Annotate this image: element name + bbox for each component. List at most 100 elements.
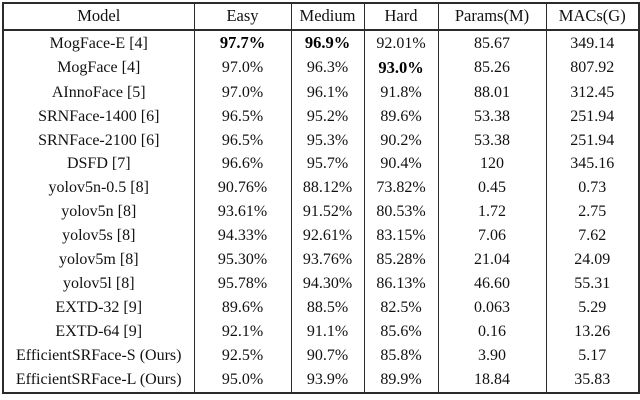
cell-medium: 88.5% xyxy=(290,295,364,320)
cell-hard: 85.28% xyxy=(363,248,438,272)
table-header: Model Easy Medium Hard Params(M) MACs(G) xyxy=(3,3,639,31)
cell-params_m: 53.38 xyxy=(437,104,546,129)
table-row: yolov5n-0.5 [8] 90.76% 88.12% 73.82% 0.45 0.7… xyxy=(3,176,639,201)
cell-model: DSFD [7] xyxy=(66,155,131,173)
cell-easy: 94.33% xyxy=(193,224,291,249)
cell-hard: 89.6% xyxy=(363,104,438,129)
table-row: yolov5m [8] 95.30% 93.76% 85.28% 21.04 24.09 xyxy=(3,248,639,272)
column-header-macs: MACs(G) xyxy=(545,3,639,31)
cell-macs_g: 24.09 xyxy=(545,248,639,272)
cell-model: MogFace [4] xyxy=(57,59,141,77)
cell-params_m: 88.01 xyxy=(437,80,546,105)
cell-hard: 86.13% xyxy=(363,271,438,296)
cell-params_m: 0.45 xyxy=(437,176,546,201)
table-row: EXTD-32 [9] 89.6% 88.5% 82.5% 0.063 5.29 xyxy=(3,295,639,320)
table-row: SRNFace-1400 [6] 96.5% 95.2% 89.6% 53.38 251.… xyxy=(3,104,639,129)
cell-easy: 97.0% xyxy=(193,80,291,105)
table-row: EfficientSRFace-S (Ours) 92.5% 90.7% 85.8% 3… xyxy=(3,343,639,368)
cell-macs_g: 7.62 xyxy=(545,224,639,249)
cell-params_m: 85.26 xyxy=(437,56,546,81)
cell-model: EXTD-32 [9] xyxy=(55,298,143,316)
cell-easy: 95.30% xyxy=(193,248,291,272)
cell-easy: 97.7% xyxy=(193,30,291,57)
column-header-params: Params(M) xyxy=(437,3,546,31)
table-row: EXTD-64 [9] 92.1% 91.1% 85.6% 0.16 13.26 xyxy=(3,319,639,344)
table-row: EfficientSRFace-L (Ours) 95.0% 93.9% 89.9% 1… xyxy=(3,367,639,393)
cell-easy: 93.61% xyxy=(193,200,291,225)
table-row: yolov5s [8] 94.33% 92.61% 83.15% 7.06 7.62 xyxy=(3,224,639,249)
cell-model: MogFace-E [4] xyxy=(49,34,148,52)
table-row: yolov5n [8] 93.61% 91.52% 80.53% 1.72 2.75 xyxy=(3,200,639,225)
table-row: SRNFace-2100 [6] 96.5% 95.3% 90.2% 53.38 251.… xyxy=(3,128,639,153)
cell-hard: 90.4% xyxy=(363,152,438,177)
cell-model: yolov5l [8] xyxy=(62,274,135,292)
column-header-hard: Hard xyxy=(363,3,438,31)
cell-medium: 90.7% xyxy=(290,343,364,368)
cell-easy: 92.5% xyxy=(193,343,291,368)
cell-macs_g: 55.31 xyxy=(545,271,639,296)
cell-params_m: 3.90 xyxy=(437,343,546,368)
cell-hard: 83.15% xyxy=(363,224,438,249)
cell-params_m: 0.16 xyxy=(437,319,546,344)
cell-easy: 89.6% xyxy=(193,295,291,320)
cell-hard: 85.6% xyxy=(363,319,438,344)
cell-medium: 91.52% xyxy=(290,200,364,225)
cell-model: yolov5n [8] xyxy=(61,203,137,221)
table-row: DSFD [7] 96.6% 95.7% 90.4% 120 345.16 xyxy=(3,152,639,177)
cell-medium: 93.76% xyxy=(290,248,364,272)
cell-params_m: 53.38 xyxy=(437,128,546,153)
cell-macs_g: 5.17 xyxy=(545,343,639,368)
cell-hard: 93.0% xyxy=(363,56,438,81)
cell-easy: 95.78% xyxy=(193,271,291,296)
cell-macs_g: 5.29 xyxy=(545,295,639,320)
cell-medium: 95.7% xyxy=(290,152,364,177)
cell-easy: 96.5% xyxy=(193,128,291,153)
cell-easy: 95.0% xyxy=(193,367,291,393)
model-comparison-table: Model Easy Medium Hard Params(M) MACs(G)… xyxy=(2,2,640,394)
cell-params_m: 0.063 xyxy=(437,295,546,320)
cell-hard: 80.53% xyxy=(363,200,438,225)
cell-params_m: 18.84 xyxy=(437,367,546,393)
cell-model: yolov5m [8] xyxy=(58,250,139,268)
cell-medium: 95.2% xyxy=(290,104,364,129)
cell-macs_g: 13.26 xyxy=(545,319,639,344)
cell-hard: 82.5% xyxy=(363,295,438,320)
cell-params_m: 21.04 xyxy=(437,248,546,272)
cell-macs_g: 251.94 xyxy=(545,128,639,153)
cell-model: yolov5n-0.5 [8] xyxy=(48,179,149,197)
cell-model: SRNFace-2100 [6] xyxy=(38,131,160,149)
cell-hard: 90.2% xyxy=(363,128,438,153)
cell-model: AInnoFace [5] xyxy=(51,83,146,101)
cell-medium: 91.1% xyxy=(290,319,364,344)
cell-macs_g: 35.83 xyxy=(545,367,639,393)
cell-easy: 96.5% xyxy=(193,104,291,129)
cell-macs_g: 349.14 xyxy=(545,30,639,57)
cell-model: EfficientSRFace-S (Ours) xyxy=(16,346,182,364)
cell-medium: 96.1% xyxy=(290,80,364,105)
column-header-medium: Medium xyxy=(290,3,364,31)
table-body: MogFace-E [4] 97.7% 96.9% 92.01% 85.67 349.14… xyxy=(3,30,639,393)
cell-easy: 92.1% xyxy=(193,319,291,344)
cell-hard: 85.8% xyxy=(363,343,438,368)
cell-params_m: 120 xyxy=(437,152,546,177)
cell-macs_g: 345.16 xyxy=(545,152,639,177)
cell-easy: 90.76% xyxy=(193,176,291,201)
cell-medium: 88.12% xyxy=(290,176,364,201)
cell-params_m: 7.06 xyxy=(437,224,546,249)
cell-params_m: 46.60 xyxy=(437,271,546,296)
cell-hard: 89.9% xyxy=(363,367,438,393)
cell-medium: 96.3% xyxy=(290,56,364,81)
cell-medium: 96.9% xyxy=(290,30,364,57)
cell-macs_g: 251.94 xyxy=(545,104,639,129)
cell-easy: 96.6% xyxy=(193,152,291,177)
cell-hard: 92.01% xyxy=(363,30,438,57)
table-row: MogFace-E [4] 97.7% 96.9% 92.01% 85.67 349.14 xyxy=(3,30,639,57)
column-header-easy: Easy xyxy=(193,3,291,31)
cell-medium: 93.9% xyxy=(290,367,364,393)
cell-hard: 91.8% xyxy=(363,80,438,105)
cell-model: yolov5s [8] xyxy=(62,227,136,245)
table-row: yolov5l [8] 95.78% 94.30% 86.13% 46.60 55.31 xyxy=(3,271,639,296)
cell-medium: 92.61% xyxy=(290,224,364,249)
cell-macs_g: 2.75 xyxy=(545,200,639,225)
